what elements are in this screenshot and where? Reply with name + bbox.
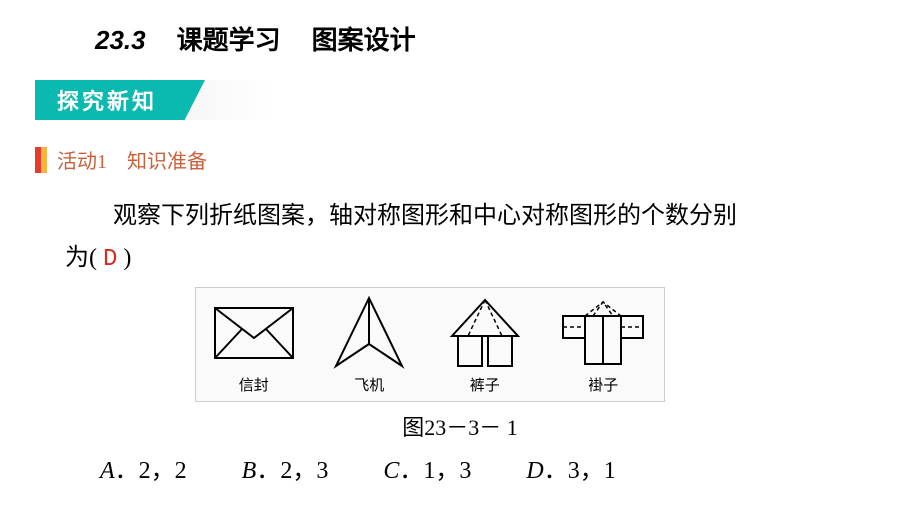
jacket-icon [555,294,651,372]
option-c: C．1，3 [383,450,471,485]
option-a: A．2，2 [100,450,187,485]
section-text-a: 课题学习 [177,26,281,55]
figure-plane: 飞机 [324,294,414,395]
plane-icon [324,294,414,372]
activity-label: 活动1 知识准备 [57,145,207,174]
section-text-b: 图案设计 [312,26,416,55]
question-line1: 观察下列折纸图案，轴对称图形和中心对称图形的个数分别 [113,203,737,229]
figure-pants: 裤子 [440,294,530,395]
figure-caption: 图23－3－ 1 [0,410,920,442]
question-line2-post: ) [123,245,131,271]
marker-bar-yellow [41,147,47,173]
envelope-icon [209,294,299,372]
answer-key: D [103,246,117,273]
figure-label: 飞机 [354,374,384,395]
option-b: B．2，3 [242,450,329,485]
answer-options: A．2，2 B．2，3 C．1，3 D．3，1 [100,450,616,485]
explore-badge: 探究新知 [35,80,275,120]
figure-label: 裤子 [470,374,500,395]
explore-badge-label: 探究新知 [57,84,157,116]
question-text: 观察下列折纸图案，轴对称图形和中心对称图形的个数分别 为( D ) [65,195,880,281]
pants-icon [440,294,530,372]
question-line2-pre: 为( [65,245,97,271]
section-title: 23.3 课题学习 图案设计 [95,20,416,57]
figure-label: 信封 [239,374,269,395]
explore-badge-inner: 探究新知 [35,80,205,120]
figure-envelope: 信封 [209,294,299,395]
figure-label: 褂子 [588,374,618,395]
activity-marker: 活动1 知识准备 [35,145,207,174]
option-d: D．3，1 [526,450,615,485]
section-number: 23.3 [95,25,146,55]
figures-panel: 信封 飞机 裤子 [195,287,665,402]
figure-jacket: 褂子 [555,294,651,395]
